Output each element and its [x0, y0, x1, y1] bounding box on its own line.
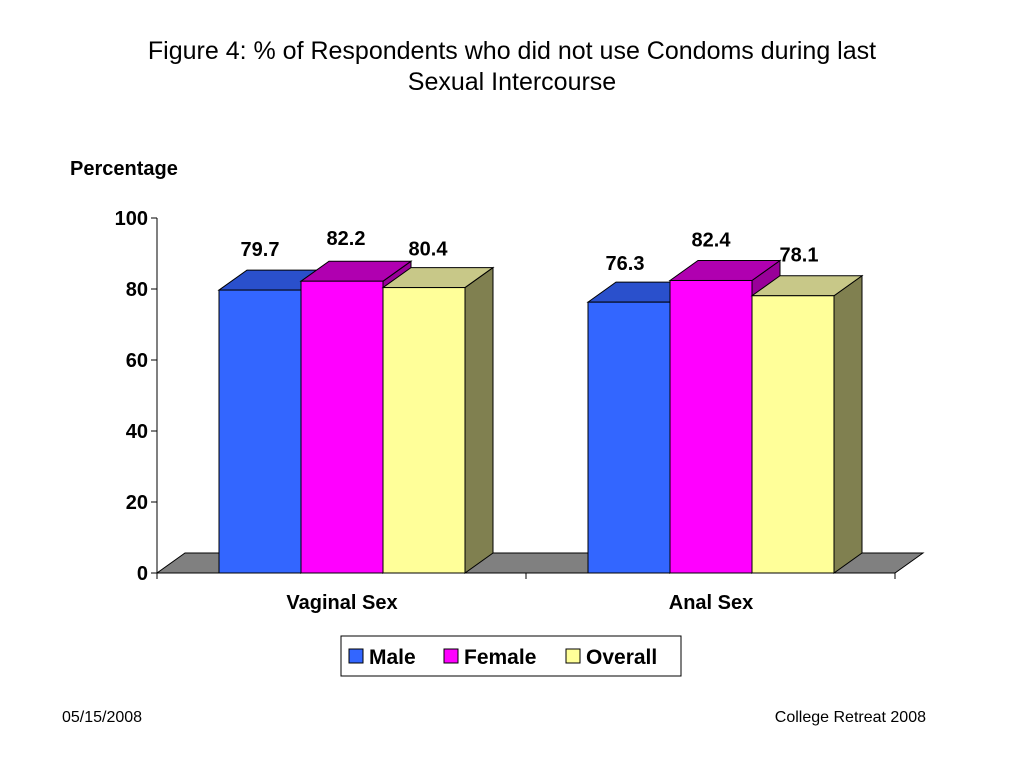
x-tick-label-anal-sex: Anal Sex — [669, 592, 753, 614]
y-tick-label: 80 — [126, 279, 148, 301]
y-tick-label: 40 — [126, 421, 148, 443]
footer-event: College Retreat 2008 — [774, 709, 926, 726]
bar-front — [382, 287, 466, 574]
legend-box — [340, 635, 682, 677]
bar-front — [218, 289, 302, 574]
chart-legend: Male Female Overall — [340, 635, 682, 677]
y-tick-label: 60 — [126, 350, 148, 372]
data-label-overall-vaginal-sex: 80.4 — [409, 239, 449, 261]
legend-label-female: Female — [464, 646, 536, 669]
bar-front — [669, 279, 753, 574]
bar-side — [833, 274, 863, 574]
bar-front — [300, 280, 384, 574]
chart-bars — [217, 259, 864, 574]
data-label-male-vaginal-sex: 79.7 — [241, 239, 280, 261]
bar-front — [751, 295, 835, 574]
footer-date: 05/15/2008 — [62, 709, 143, 726]
bar-side — [464, 266, 494, 574]
data-label-overall-anal-sex: 78.1 — [780, 245, 819, 267]
y-tick-label: 20 — [126, 492, 148, 514]
x-tick-label-vaginal-sex: Vaginal Sex — [286, 592, 397, 614]
data-label-male-anal-sex: 76.3 — [606, 253, 645, 275]
bar-chart: Percentage 0 20 40 60 80 100 Vaginal Sex Anal S… — [70, 158, 925, 677]
slide-title-line-1: Figure 4: % of Respondents who did not u… — [147, 37, 877, 65]
bar-front — [587, 301, 671, 574]
slide-title-line-2: Sexual Intercourse — [407, 68, 617, 96]
slide-title: Figure 4: % of Respondents who did not u… — [60, 36, 964, 98]
legend-swatch-female — [443, 648, 459, 664]
bar-overall-anal-sex — [750, 274, 864, 574]
legend-swatch-overall — [565, 648, 581, 664]
data-label-female-vaginal-sex: 82.2 — [327, 228, 366, 250]
chart-data-labels: 79.7 82.2 80.4 76.3 82.4 78.1 — [241, 228, 819, 275]
y-axis-label: Percentage — [70, 158, 178, 180]
bar-overall-vaginal-sex — [381, 266, 495, 574]
y-tick-label: 0 — [137, 563, 148, 585]
legend-swatch-male — [348, 648, 364, 664]
data-label-female-anal-sex: 82.4 — [692, 229, 732, 251]
y-tick-label: 100 — [115, 208, 148, 230]
legend-label-male: Male — [369, 646, 416, 669]
legend-label-overall: Overall — [586, 646, 657, 669]
